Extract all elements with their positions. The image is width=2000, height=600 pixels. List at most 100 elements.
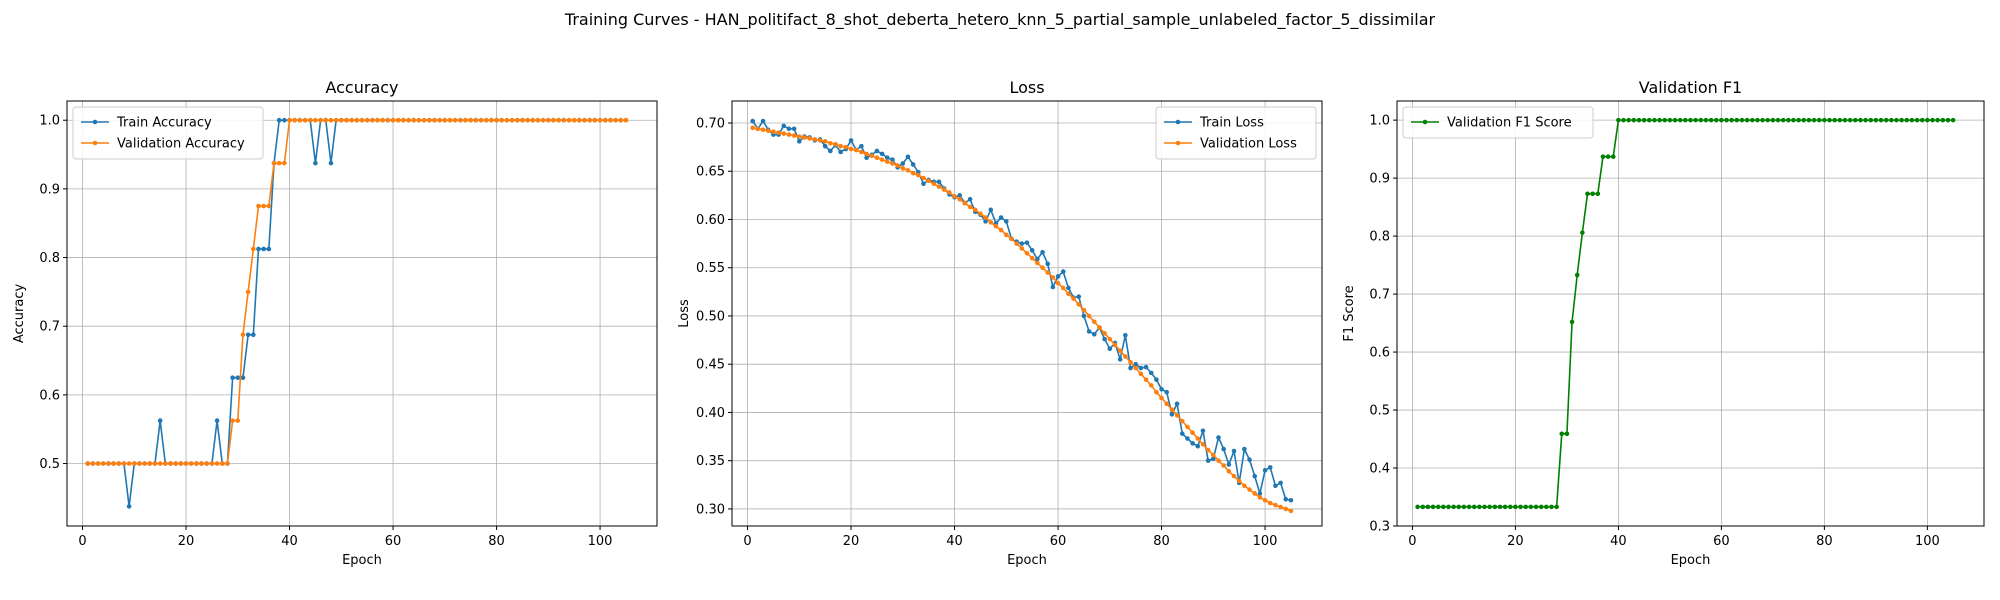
data-point: [251, 246, 256, 252]
data-point: [1811, 117, 1817, 123]
data-point: [962, 200, 968, 206]
data-point: [214, 418, 220, 423]
data-point: [864, 155, 869, 161]
data-point: [802, 135, 807, 140]
data-point: [1050, 284, 1056, 290]
data-point: [1729, 117, 1734, 123]
data-point: [344, 117, 349, 123]
data-point: [1050, 275, 1056, 280]
data-point: [941, 187, 947, 192]
data-point: [1930, 117, 1935, 123]
legend-marker: [92, 119, 98, 125]
panel-title: Accuracy: [325, 78, 398, 97]
data-point: [1755, 117, 1760, 123]
data-point: [1899, 117, 1904, 123]
data-point: [1216, 458, 1221, 463]
data-point: [1708, 117, 1714, 123]
y-axis-label: Loss: [677, 299, 692, 328]
data-point: [1179, 431, 1185, 436]
data-point: [1477, 504, 1482, 510]
data-point: [1621, 117, 1626, 123]
data-point: [489, 117, 494, 123]
data-point: [1102, 331, 1107, 336]
data-point: [1252, 491, 1258, 496]
data-point: [1925, 117, 1930, 123]
data-point: [755, 126, 761, 132]
legend-label: Validation F1 Score: [1447, 116, 1572, 131]
data-point: [993, 223, 999, 229]
data-point: [349, 117, 354, 123]
data-point: [142, 461, 147, 466]
y-tick-label: 1.0: [1369, 114, 1390, 129]
data-point: [1791, 117, 1796, 123]
data-point: [1278, 480, 1283, 486]
data-point: [786, 126, 792, 132]
data-point: [910, 162, 916, 167]
data-point: [879, 157, 885, 162]
y-tick-label: 0.50: [696, 309, 725, 324]
data-point: [551, 117, 556, 123]
data-point: [848, 138, 854, 143]
data-point: [478, 117, 484, 123]
y-axis-label: Accuracy: [12, 284, 27, 344]
data-point: [921, 175, 926, 181]
data-point: [261, 203, 266, 209]
data-point: [261, 246, 266, 252]
data-point: [1148, 370, 1154, 376]
y-tick-label: 0.8: [39, 251, 60, 266]
data-point: [504, 117, 510, 123]
data-point: [1035, 256, 1040, 262]
data-point: [618, 117, 624, 123]
data-point: [416, 117, 422, 123]
data-point: [121, 461, 127, 466]
data-point: [1185, 436, 1190, 441]
data-point: [1076, 302, 1082, 307]
data-point: [1739, 117, 1745, 123]
data-point: [375, 117, 380, 123]
data-point: [100, 461, 106, 466]
data-point: [983, 219, 988, 224]
data-point: [385, 117, 391, 123]
data-point: [106, 461, 111, 466]
data-point: [318, 117, 323, 123]
y-tick-label: 0.5: [1369, 404, 1390, 419]
data-point: [1549, 504, 1554, 510]
data-point: [328, 117, 334, 123]
data-point: [1647, 117, 1652, 123]
data-point: [936, 179, 942, 185]
data-point: [1148, 383, 1154, 388]
series-line: [752, 127, 1292, 512]
data-point: [1195, 436, 1201, 441]
data-point: [307, 117, 313, 123]
data-point: [1451, 504, 1456, 510]
data-point: [1544, 504, 1549, 510]
data-point: [131, 461, 137, 466]
data-point: [1631, 117, 1637, 123]
data-point: [1677, 117, 1683, 123]
data-point: [1169, 412, 1175, 417]
data-point: [1283, 506, 1289, 512]
x-tick-label: 0: [1408, 534, 1416, 549]
data-point: [895, 163, 900, 168]
legend-marker: [1175, 140, 1181, 146]
data-point: [1154, 389, 1159, 395]
y-tick-label: 0.8: [1369, 230, 1390, 245]
y-tick-label: 0.70: [696, 116, 725, 131]
data-point: [864, 151, 869, 157]
figure-suptitle: Training Curves - HAN_politifact_8_shot_…: [564, 10, 1436, 30]
data-point: [561, 117, 567, 123]
data-point: [1559, 431, 1565, 437]
data-point: [452, 117, 458, 123]
data-point: [126, 504, 132, 509]
data-point: [1806, 117, 1812, 123]
data-point: [1091, 319, 1097, 325]
data-point: [473, 117, 479, 123]
data-point: [822, 139, 828, 144]
data-point: [1868, 117, 1874, 123]
data-point: [916, 172, 921, 178]
data-point: [90, 461, 96, 466]
data-point: [983, 215, 988, 220]
data-point: [1852, 117, 1858, 123]
data-point: [1133, 365, 1138, 371]
y-tick-label: 0.60: [696, 213, 725, 228]
